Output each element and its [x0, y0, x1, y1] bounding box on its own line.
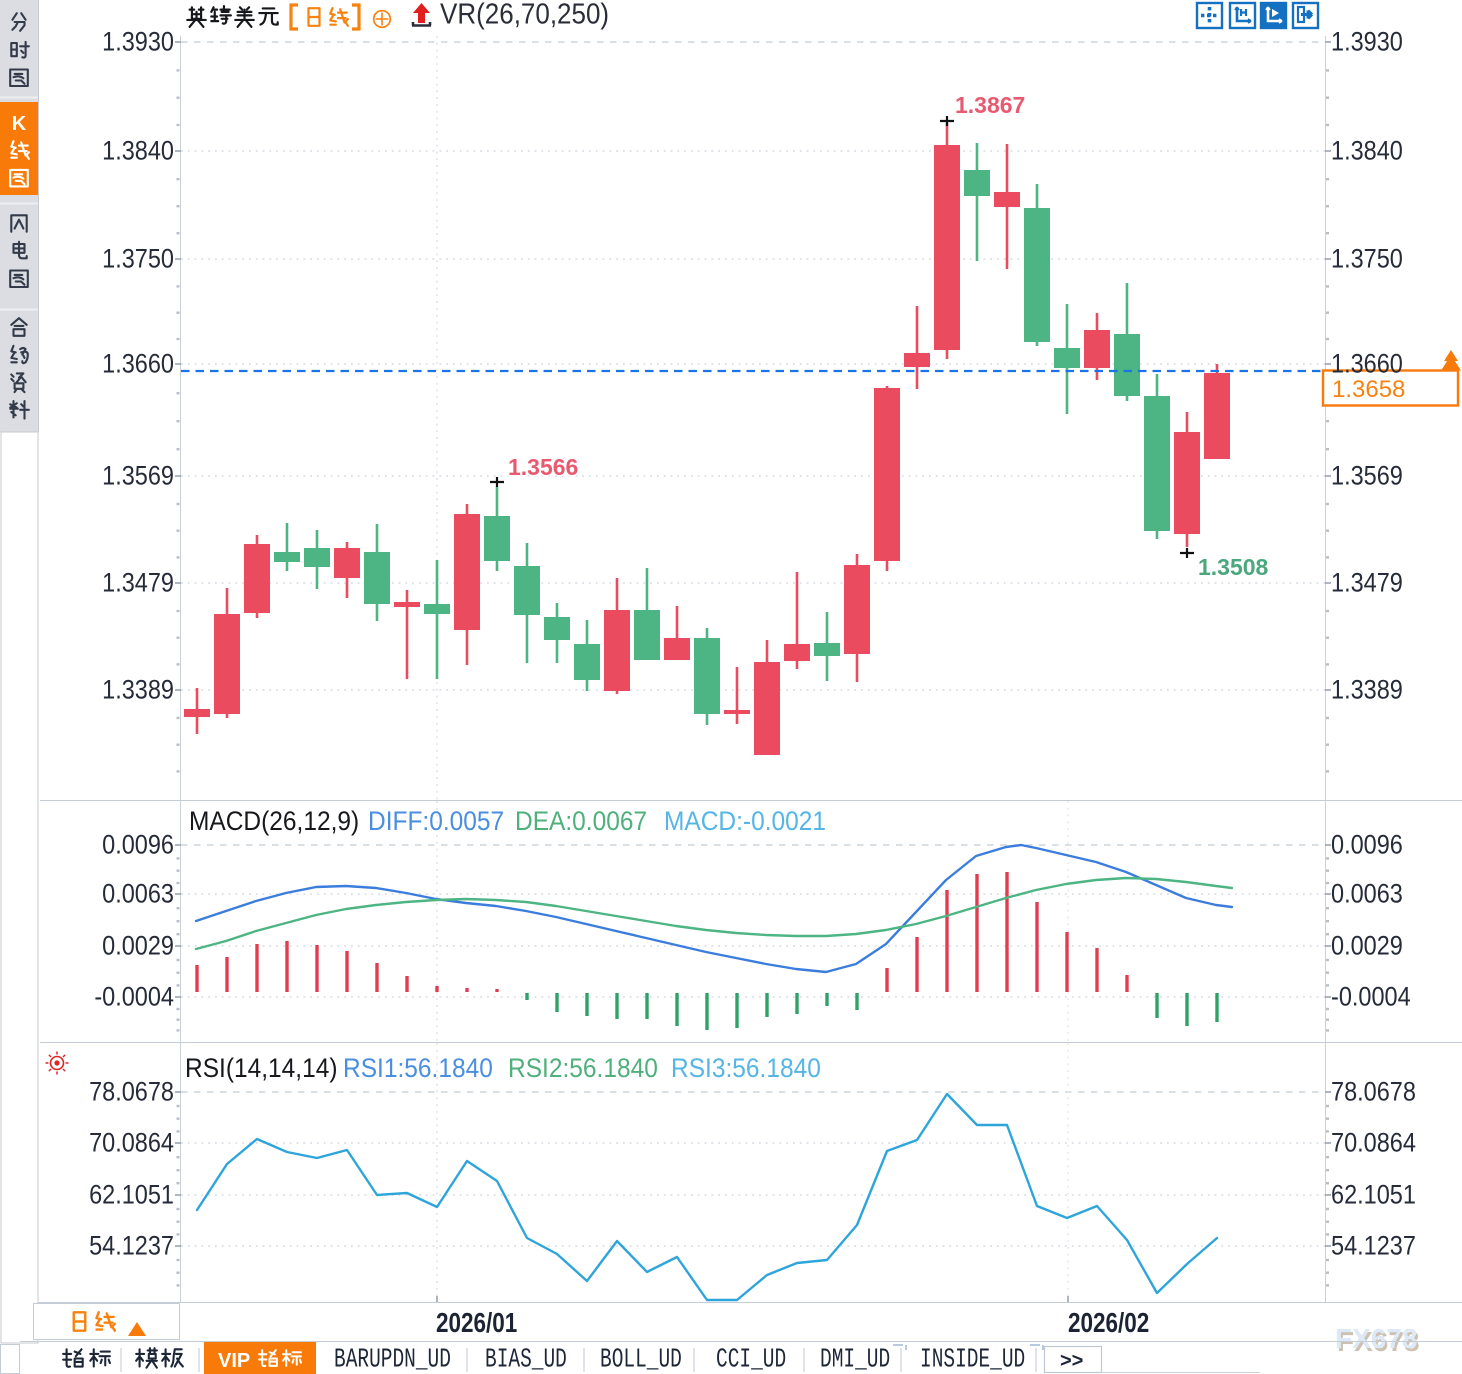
svg-text:RSI(14,14,14): RSI(14,14,14) — [185, 1054, 338, 1083]
svg-text:FX678: FX678 — [1335, 1323, 1418, 1354]
svg-text:0.0029: 0.0029 — [102, 931, 174, 961]
svg-text:K: K — [12, 113, 27, 135]
svg-text:1.3389: 1.3389 — [1331, 675, 1403, 705]
svg-text:1.3867: 1.3867 — [955, 92, 1025, 118]
svg-text:-0.0004: -0.0004 — [1331, 982, 1411, 1012]
svg-text:RSI3:56.1840: RSI3:56.1840 — [671, 1054, 821, 1083]
svg-text:1.3660: 1.3660 — [102, 349, 174, 379]
svg-text:0.0063: 0.0063 — [102, 879, 174, 909]
svg-text:1.3840: 1.3840 — [1331, 136, 1403, 166]
svg-text:MACD:-0.0021: MACD:-0.0021 — [664, 807, 826, 836]
svg-text:BOLL_UD: BOLL_UD — [600, 1345, 682, 1374]
svg-text:1.3930: 1.3930 — [102, 27, 174, 57]
svg-text:RSI2:56.1840: RSI2:56.1840 — [508, 1054, 658, 1083]
svg-text:INSIDE_UD: INSIDE_UD — [920, 1345, 1025, 1374]
svg-text:1.3930: 1.3930 — [1331, 27, 1403, 57]
svg-text:70.0864: 70.0864 — [89, 1128, 174, 1158]
svg-text:RSI1:56.1840: RSI1:56.1840 — [343, 1054, 493, 1083]
svg-text:>>: >> — [1060, 1350, 1083, 1372]
svg-text:BARUPDN_UD: BARUPDN_UD — [334, 1345, 451, 1374]
svg-text:1.3658: 1.3658 — [1332, 376, 1405, 403]
svg-text:0.0096: 0.0096 — [102, 830, 174, 860]
svg-text:DMI_UD: DMI_UD — [820, 1345, 890, 1374]
svg-text:0.0063: 0.0063 — [1331, 879, 1403, 909]
svg-text:1.3479: 1.3479 — [1331, 568, 1403, 598]
svg-text:1.3389: 1.3389 — [102, 675, 174, 705]
svg-text:MACD(26,12,9): MACD(26,12,9) — [189, 807, 359, 836]
svg-text:70.0864: 70.0864 — [1331, 1128, 1416, 1158]
svg-text:DEA:0.0067: DEA:0.0067 — [515, 807, 647, 836]
svg-text:54.1237: 54.1237 — [89, 1231, 174, 1261]
svg-text:1.3840: 1.3840 — [102, 136, 174, 166]
svg-text:2026/02: 2026/02 — [1068, 1308, 1149, 1339]
svg-text:VIP: VIP — [218, 1350, 250, 1372]
svg-text:-0.0004: -0.0004 — [94, 982, 174, 1012]
svg-text:78.0678: 78.0678 — [89, 1077, 174, 1107]
svg-text:0.0096: 0.0096 — [1331, 830, 1403, 860]
svg-text:1.3479: 1.3479 — [102, 568, 174, 598]
svg-text:78.0678: 78.0678 — [1331, 1077, 1416, 1107]
svg-text:54.1237: 54.1237 — [1331, 1231, 1416, 1261]
svg-text:1.3750: 1.3750 — [102, 244, 174, 274]
svg-text:2026/01: 2026/01 — [436, 1308, 517, 1339]
svg-text:1.3750: 1.3750 — [1331, 244, 1403, 274]
svg-text:1.3569: 1.3569 — [1331, 461, 1403, 491]
svg-text:62.1051: 62.1051 — [89, 1180, 174, 1210]
svg-text:1.3508: 1.3508 — [1198, 554, 1269, 580]
svg-text:1.3660: 1.3660 — [1331, 349, 1403, 379]
svg-text:1.3566: 1.3566 — [508, 454, 578, 480]
svg-text:0.0029: 0.0029 — [1331, 931, 1403, 961]
svg-text:BIAS_UD: BIAS_UD — [485, 1345, 567, 1374]
svg-text:62.1051: 62.1051 — [1331, 1180, 1416, 1210]
svg-text:DIFF:0.0057: DIFF:0.0057 — [368, 807, 504, 836]
svg-text:VR(26,70,250): VR(26,70,250) — [440, 0, 609, 30]
svg-text:1.3569: 1.3569 — [102, 461, 174, 491]
svg-text:CCI_UD: CCI_UD — [716, 1345, 786, 1374]
